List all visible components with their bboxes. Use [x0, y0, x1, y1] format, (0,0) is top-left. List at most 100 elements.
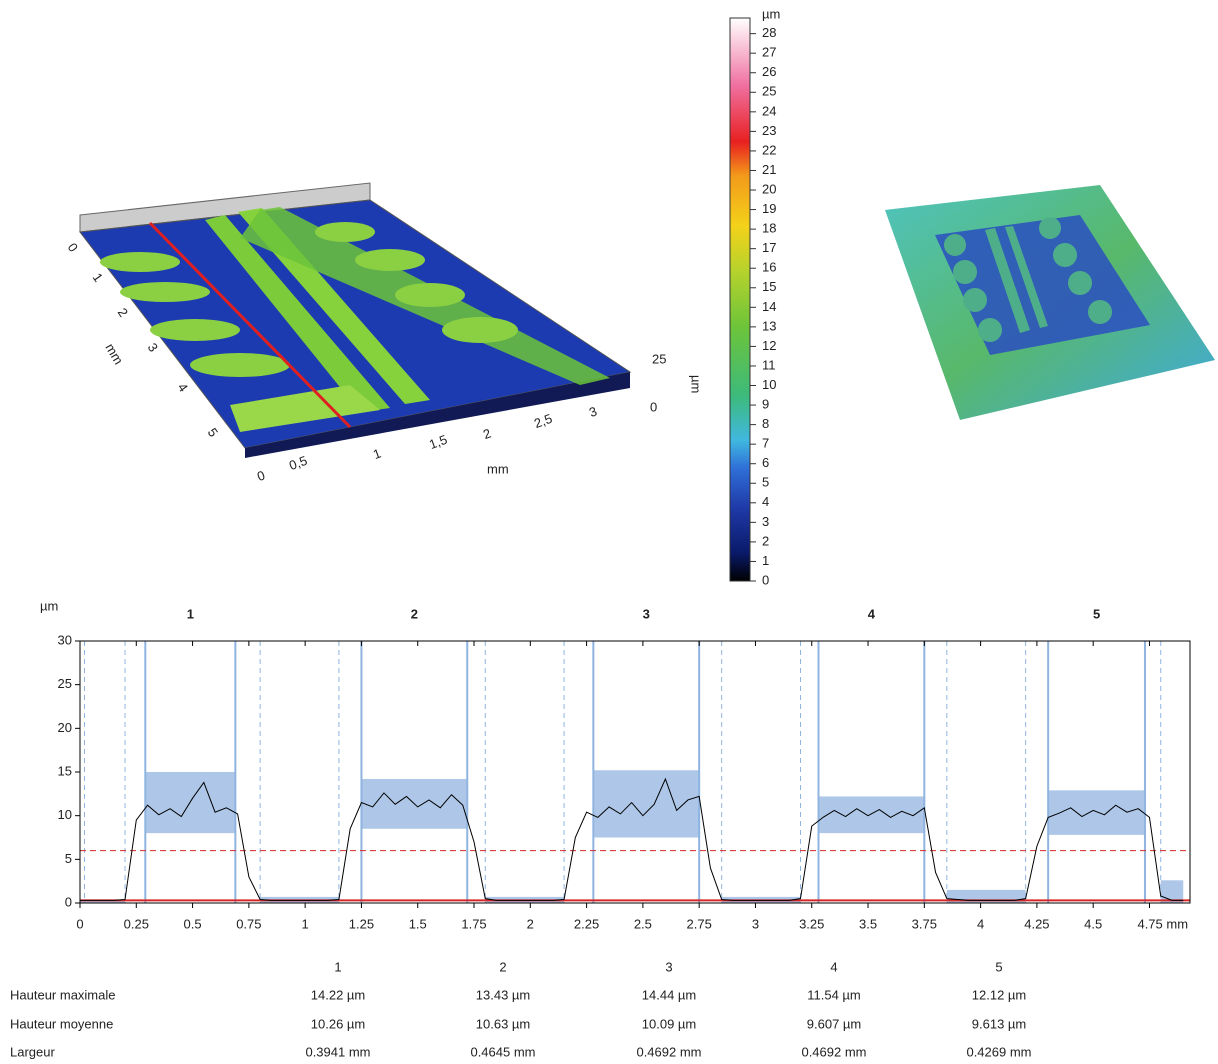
table-cell: 9.613 µm — [972, 1016, 1026, 1031]
y-axis-label: µm — [40, 598, 58, 613]
x-tick-label: 4 — [977, 916, 984, 931]
table-cell: 11.54 µm — [807, 987, 861, 1002]
profile-line — [80, 777, 1184, 901]
table-header: 2 — [499, 959, 506, 974]
colorbar-label: 23 — [762, 123, 776, 138]
y-label: mm — [102, 341, 126, 367]
colorbar-label: 8 — [762, 416, 769, 431]
surface-x-tick: 2 — [481, 425, 493, 442]
surface-z-tick: 25 — [652, 351, 666, 366]
x-tick-label: 2 — [527, 916, 534, 931]
colorbar-label: 14 — [762, 299, 776, 314]
surface-y-tick: 5 — [205, 425, 221, 440]
z-label: µm — [689, 375, 704, 393]
colorbar-label: 19 — [762, 201, 776, 216]
box-front — [245, 372, 630, 458]
table-cell: 0.3941 mm — [305, 1044, 370, 1059]
y-tick-label: 0 — [65, 894, 72, 909]
region-label: 4 — [868, 606, 876, 621]
table-header: 5 — [995, 959, 1002, 974]
x-tick-label: 3.75 — [912, 916, 937, 931]
table-cell: 0.4645 mm — [470, 1044, 535, 1059]
region-label: 1 — [187, 606, 194, 621]
row-label: Hauteur moyenne — [10, 1016, 113, 1031]
colorbar-unit: µm — [762, 6, 780, 21]
pad — [442, 317, 518, 343]
region — [1160, 880, 1184, 903]
region — [818, 796, 925, 834]
region-label: 3 — [643, 606, 650, 621]
colorbar-label: 10 — [762, 377, 776, 392]
surface-y-tick: 2 — [115, 305, 131, 320]
surface-x-tick: 1 — [371, 445, 383, 462]
surface-x-tick: 1,5 — [427, 432, 449, 452]
x-tick-label: 3.5 — [859, 916, 877, 931]
region-label: 5 — [1093, 606, 1100, 621]
pad — [395, 283, 465, 307]
x-tick-label: 1 — [302, 916, 309, 931]
x-tick-label: 3 — [752, 916, 759, 931]
table-cell: 14.44 µm — [642, 987, 696, 1002]
surface-photo — [885, 185, 1215, 420]
table-cell: 0.4692 mm — [801, 1044, 866, 1059]
colorbar-label: 4 — [762, 494, 769, 509]
colorbar-label: 26 — [762, 64, 776, 79]
pad — [355, 249, 425, 271]
colorbar-label: 0 — [762, 572, 769, 587]
surface-x-tick: 0,5 — [287, 453, 309, 473]
y-tick-label: 25 — [58, 676, 72, 691]
surface-z-tick: 0 — [650, 399, 657, 414]
x-label: mm — [487, 461, 509, 476]
pad — [120, 282, 210, 302]
colorbar-label: 3 — [762, 514, 769, 529]
table-cell: 0.4269 mm — [966, 1044, 1031, 1059]
table-header: 3 — [665, 959, 672, 974]
pad — [230, 385, 380, 432]
surface-y-tick: 3 — [145, 340, 161, 355]
x-tick-label: 4.25 — [1024, 916, 1049, 931]
table-cell: 10.63 µm — [476, 1016, 530, 1031]
x-tick-label: 2.5 — [634, 916, 652, 931]
colorbar-label: 27 — [762, 45, 776, 60]
pad — [315, 222, 375, 242]
surface-x-tick: 2,5 — [532, 411, 554, 431]
colorbar-label: 17 — [762, 240, 776, 255]
x-tick-label: 0.75 — [236, 916, 261, 931]
x-tick-label: 4.5 — [1084, 916, 1102, 931]
x-tick-label: 1.75 — [461, 916, 486, 931]
y-tick-label: 10 — [58, 807, 72, 822]
colorbar — [729, 17, 751, 582]
region — [593, 770, 700, 838]
surface-y-tick: 1 — [90, 270, 106, 285]
x-tick-label: 4.75 mm — [1137, 916, 1188, 931]
table-cell: 0.4692 mm — [636, 1044, 701, 1059]
x-tick-label: 0.25 — [124, 916, 149, 931]
colorbar-label: 1 — [762, 553, 769, 568]
colorbar-label: 6 — [762, 455, 769, 470]
table-cell: 13.43 µm — [476, 987, 530, 1002]
colorbar-label: 22 — [762, 142, 776, 157]
surface-x-tick: 0 — [255, 467, 267, 484]
colorbar-label: 15 — [762, 279, 776, 294]
x-tick-label: 0.5 — [184, 916, 202, 931]
y-tick-label: 20 — [58, 720, 72, 735]
profile-line — [148, 221, 352, 429]
row-label: Largeur — [10, 1044, 55, 1059]
colorbar-label: 25 — [762, 84, 776, 99]
region — [1048, 790, 1145, 835]
surface-y-tick: 4 — [175, 380, 191, 395]
colorbar-label: 2 — [762, 533, 769, 548]
colorbar-label: 16 — [762, 260, 776, 275]
table-cell: 12.12 µm — [972, 987, 1026, 1002]
pad — [190, 353, 290, 377]
photo-pads — [944, 217, 1112, 342]
region-label: 2 — [411, 606, 418, 621]
colorbar-label: 7 — [762, 436, 769, 451]
x-tick-label: 2.75 — [687, 916, 712, 931]
colorbar-label: 12 — [762, 338, 776, 353]
colorbar-label: 20 — [762, 181, 776, 196]
colorbar-label: 11 — [762, 357, 776, 372]
colorbar-label: 13 — [762, 318, 776, 333]
